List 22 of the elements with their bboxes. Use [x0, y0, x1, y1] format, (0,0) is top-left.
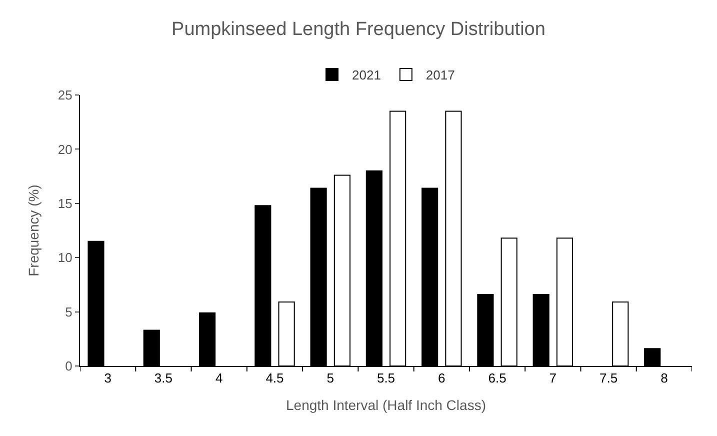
y-tick-label: 25 [58, 88, 72, 103]
x-tick-label: 6 [438, 370, 446, 386]
y-tick-label: 10 [58, 250, 72, 266]
x-tick-label: 8 [660, 370, 668, 386]
x-tick-label: 3 [104, 370, 112, 386]
legend-label: 2021 [352, 68, 381, 83]
y-tick-label: 5 [65, 304, 72, 320]
x-tick-label: 4.5 [266, 370, 284, 386]
x-tick-label: 7 [549, 370, 557, 386]
y-tick-label: 0 [65, 358, 72, 374]
x-tick-label: 6.5 [488, 370, 506, 386]
y-axis-title: Frequency (%) [26, 184, 42, 276]
y-tick-label: 15 [58, 196, 72, 211]
x-tick-label: 5 [326, 370, 334, 386]
y-tick-label: 20 [58, 142, 72, 157]
x-tick-label: 4 [215, 370, 223, 386]
legend-label: 2017 [426, 68, 455, 83]
chart-title: Pumpkinseed Length Frequency Distribution [172, 19, 546, 40]
x-tick-label: 3.5 [154, 370, 172, 386]
x-tick-label: 7.5 [600, 370, 618, 386]
x-axis-title: Length Interval (Half Inch Class) [286, 396, 486, 413]
x-tick-label: 5.5 [376, 370, 396, 386]
